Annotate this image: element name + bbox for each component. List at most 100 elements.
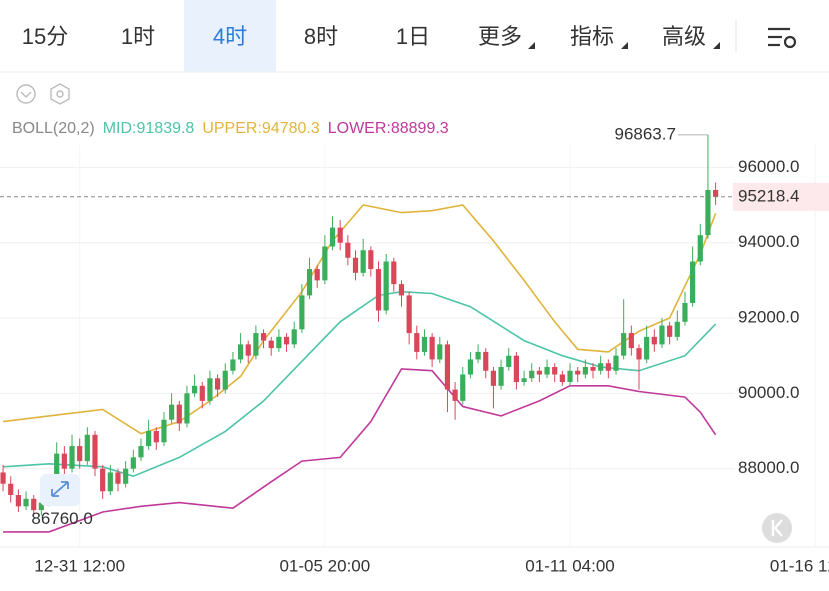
candle-body bbox=[605, 363, 611, 371]
candle-body bbox=[38, 502, 44, 511]
candle-body bbox=[123, 468, 129, 484]
candle-body bbox=[490, 370, 497, 386]
candle-body bbox=[322, 246, 328, 281]
candle-body bbox=[23, 498, 29, 507]
indicator-label: BOLL(20,2) bbox=[12, 120, 95, 137]
candle-body bbox=[0, 472, 6, 484]
candle-body bbox=[31, 498, 37, 511]
tab[interactable]: 指标 bbox=[570, 24, 614, 49]
candle-body bbox=[406, 295, 412, 334]
expand-icon bbox=[51, 481, 69, 497]
tab-selected[interactable]: 4时 bbox=[213, 24, 247, 49]
legend-entry: UPPER:94780.3 bbox=[202, 120, 320, 137]
candle-body bbox=[146, 431, 152, 447]
candle-body bbox=[230, 359, 236, 371]
candle-body bbox=[375, 269, 382, 311]
k-button[interactable] bbox=[762, 513, 792, 543]
boll-line bbox=[3, 368, 717, 533]
candle-body bbox=[544, 366, 550, 375]
candle-body bbox=[460, 374, 466, 401]
candle-body bbox=[475, 351, 481, 360]
dropdown-arrow bbox=[528, 42, 535, 49]
y-tick-label: 88000.0 bbox=[738, 458, 799, 477]
candle-body bbox=[245, 344, 251, 356]
candle-body bbox=[184, 393, 190, 424]
candle-body bbox=[237, 344, 244, 360]
candle-body bbox=[345, 242, 351, 258]
candle-body bbox=[314, 269, 320, 281]
tab[interactable]: 高级 bbox=[662, 24, 706, 49]
candle-body bbox=[621, 333, 627, 356]
indicator-settings-icon[interactable] bbox=[50, 83, 70, 105]
candle-body bbox=[214, 378, 221, 390]
candle-body bbox=[582, 366, 588, 375]
tab[interactable]: 8时 bbox=[304, 24, 338, 49]
collapse-icon[interactable] bbox=[16, 84, 36, 104]
candle-body bbox=[84, 434, 90, 462]
candle-body bbox=[153, 431, 159, 443]
candle-body bbox=[651, 336, 657, 345]
candle-body bbox=[100, 468, 106, 492]
y-tick-label: 96000.0 bbox=[738, 157, 799, 176]
candle-body bbox=[383, 261, 389, 311]
y-tick-label: 92000.0 bbox=[738, 308, 799, 327]
candle-body bbox=[253, 333, 259, 356]
candle-body bbox=[360, 250, 366, 273]
candle-body bbox=[77, 446, 83, 462]
candle-body bbox=[452, 389, 458, 401]
candle-body bbox=[498, 366, 504, 386]
candle-body bbox=[138, 446, 144, 458]
last-price-box bbox=[733, 182, 829, 211]
candle-body bbox=[276, 336, 282, 349]
candle-body bbox=[352, 257, 359, 273]
y-tick-label: 90000.0 bbox=[738, 383, 799, 402]
candle-body bbox=[467, 359, 474, 375]
candle-body bbox=[92, 434, 98, 469]
tab[interactable]: 1日 bbox=[396, 24, 430, 49]
candle-body bbox=[268, 340, 274, 349]
candle-body bbox=[306, 269, 313, 296]
candle-body bbox=[575, 370, 581, 375]
collapse-chevron bbox=[20, 91, 32, 98]
candle-body bbox=[69, 446, 75, 469]
plot: 88000.0 90000.0 92000.0 94000.0 96000.0 12-31… bbox=[0, 124, 829, 575]
candle-body bbox=[368, 250, 374, 270]
settings-icon[interactable] bbox=[768, 27, 797, 49]
candle-body bbox=[107, 472, 113, 492]
indicator-settings-dot bbox=[56, 90, 64, 98]
candle-body bbox=[414, 333, 420, 352]
candle-body bbox=[337, 227, 343, 243]
candle-body bbox=[207, 378, 213, 401]
tab[interactable]: 更多 bbox=[478, 24, 522, 49]
candle-body bbox=[444, 344, 451, 390]
candle-body bbox=[644, 336, 650, 360]
candle-body bbox=[536, 370, 542, 375]
candle-body bbox=[222, 370, 228, 390]
candle-body bbox=[398, 284, 405, 296]
candle-body bbox=[54, 453, 60, 492]
candle-body bbox=[552, 366, 558, 375]
candle-body bbox=[176, 404, 182, 424]
candle-body bbox=[429, 336, 435, 360]
candle-body bbox=[690, 261, 696, 303]
candle-body bbox=[421, 336, 428, 352]
dropdown-arrow bbox=[621, 42, 628, 49]
candle-body bbox=[506, 355, 512, 367]
candle-body bbox=[667, 325, 673, 337]
candle-body bbox=[115, 472, 121, 484]
k-icon bbox=[771, 519, 783, 537]
candle-body bbox=[299, 295, 305, 330]
tab[interactable]: 15分 bbox=[22, 24, 68, 49]
candle-body bbox=[329, 227, 336, 247]
dropdown-arrow bbox=[713, 42, 720, 49]
candle-body bbox=[567, 370, 573, 383]
candle-body bbox=[636, 348, 642, 360]
tab[interactable]: 1时 bbox=[121, 24, 155, 49]
x-tick-label: 01-16 12:00 bbox=[770, 556, 829, 575]
candle-body bbox=[483, 351, 489, 371]
low-label: 86760.0 bbox=[31, 509, 92, 528]
candle-body bbox=[283, 336, 290, 345]
candle-body bbox=[291, 329, 297, 345]
candle-body bbox=[713, 189, 719, 197]
